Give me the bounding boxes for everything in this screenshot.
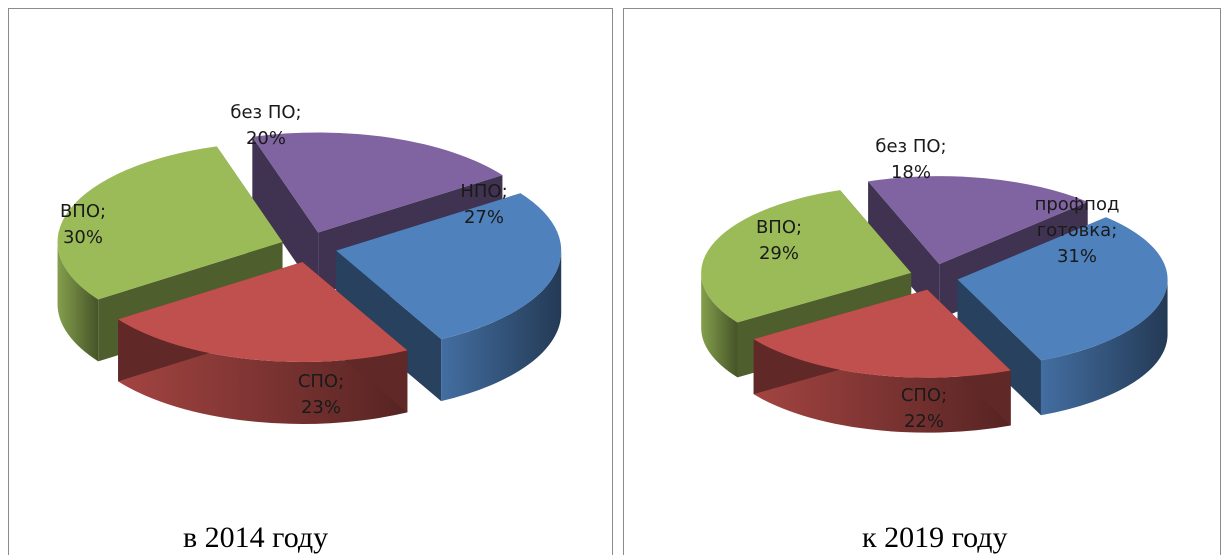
pie-slice-rim	[118, 319, 408, 424]
pie-slice-rim	[441, 250, 562, 402]
data-label-без-по: без ПО; 18%	[875, 136, 946, 183]
pie-slice-rim	[57, 241, 99, 362]
pie-slice-top	[701, 190, 912, 323]
pie-chart-2014: НПО; 27% СПО; 23% ВПО; 30% без ПО; 20%	[57, 102, 562, 424]
pie-chart-2019: профпод готовка; 31% СПО; 22% ВПО; 29% без ПО; 1…	[701, 136, 1168, 433]
pie-slice-top	[252, 132, 503, 233]
chart-caption-2014: в 2014 году	[177, 521, 335, 555]
pie-slice-top	[957, 217, 1168, 361]
pie-slice-top	[57, 146, 283, 300]
pie-slice-side	[252, 136, 319, 295]
pie-slice-спо	[118, 261, 408, 424]
pie-slice-rim	[701, 272, 738, 378]
data-label-без-по: без ПО; 20%	[230, 102, 301, 149]
data-label-впо: ВПО; 29%	[756, 217, 802, 264]
data-label-впо: ВПО; 30%	[60, 201, 106, 248]
pie-slice-нпо	[336, 193, 562, 402]
pie-slice-top	[118, 261, 408, 362]
data-label-нпо: НПО; 27%	[460, 181, 507, 228]
pie-slice-top	[753, 289, 1011, 378]
chart-caption-2019: к 2019 году	[856, 521, 1014, 555]
pie-slice-side	[336, 250, 442, 402]
pie-slice-side	[957, 279, 1041, 416]
data-label-спо: СПО; 22%	[901, 385, 947, 432]
pie-slice-профподготовка	[957, 217, 1168, 416]
pie-slice-спо	[753, 289, 1011, 433]
chart-panel-2019: профпод готовка; 31% СПО; 22% ВПО; 29% без ПО; 1…	[623, 8, 1221, 555]
chart-panel-2014: НПО; 27% СПО; 23% ВПО; 30% без ПО; 20% в 2014 г…	[8, 8, 613, 555]
pie-slice-rim	[753, 339, 1011, 433]
pie-slice-side	[868, 181, 940, 320]
data-label-спо: СПО; 23%	[298, 371, 344, 418]
pie-slice-top	[868, 176, 1088, 265]
pie-slice-top	[336, 193, 562, 340]
data-label-профподготовка: профпод готовка; 31%	[1035, 194, 1120, 267]
pie-slice-rim	[1040, 279, 1168, 416]
